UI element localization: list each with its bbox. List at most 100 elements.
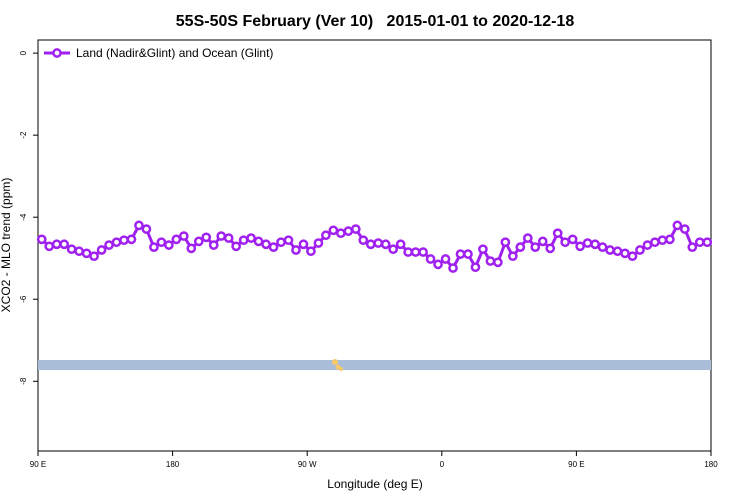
- x-tick-label: 90 W: [298, 460, 317, 469]
- x-tick-label: 180: [166, 460, 180, 469]
- data-point: [672, 220, 683, 231]
- data-point: [410, 247, 421, 257]
- data-point: [642, 240, 653, 250]
- data-point: [380, 239, 391, 250]
- data-point: [433, 259, 443, 270]
- x-tick-label: 90 E: [30, 460, 46, 469]
- data-point: [156, 237, 167, 248]
- data-point: [223, 233, 234, 243]
- data-point: [253, 236, 264, 247]
- data-point: [51, 239, 62, 250]
- y-tick-label: 0: [19, 50, 28, 55]
- data-point: [313, 238, 324, 248]
- data-point: [126, 234, 137, 245]
- data-point: [238, 235, 249, 246]
- data-point: [537, 236, 548, 247]
- data-point: [44, 241, 55, 252]
- data-point: [134, 220, 144, 231]
- data-point: [702, 237, 713, 248]
- legend-marker: [52, 48, 62, 58]
- data-point: [478, 244, 488, 255]
- data-point: [149, 242, 159, 252]
- data-point: [485, 256, 496, 266]
- x-axis-label: Longitude (deg E): [327, 477, 422, 491]
- data-point: [276, 237, 286, 248]
- data-point: [657, 235, 668, 246]
- data-point: [515, 242, 526, 252]
- data-point: [358, 235, 369, 246]
- x-tick-label: 0: [440, 460, 445, 469]
- data-point: [650, 237, 660, 248]
- data-point: [552, 228, 563, 239]
- data-point: [493, 257, 503, 268]
- data-point: [178, 231, 189, 241]
- data-point: [119, 235, 129, 246]
- data-point: [605, 245, 615, 255]
- data-point: [291, 245, 301, 255]
- data-point: [470, 262, 481, 273]
- data-point: [268, 242, 279, 252]
- data-point: [365, 239, 376, 250]
- data-point: [440, 254, 451, 264]
- land-dot: [332, 359, 338, 365]
- data-point: [193, 236, 204, 247]
- data-point: [321, 230, 331, 241]
- data-point: [36, 234, 47, 245]
- data-point: [395, 239, 406, 250]
- y-tick-label: -4: [19, 213, 28, 221]
- y-tick-label: -2: [19, 131, 28, 139]
- data-point: [208, 240, 219, 250]
- data-point: [567, 234, 578, 245]
- y-tick-label: -6: [19, 295, 28, 303]
- data-point: [216, 231, 227, 241]
- data-point: [418, 247, 428, 257]
- data-point: [545, 243, 556, 254]
- data-point: [679, 224, 690, 234]
- data-point: [74, 246, 84, 257]
- data-point: [261, 239, 271, 250]
- data-point: [665, 234, 675, 245]
- data-point: [336, 228, 346, 239]
- data-point: [388, 244, 399, 255]
- data-point: [96, 245, 107, 255]
- data-point: [694, 237, 705, 248]
- surface-band: [38, 360, 711, 370]
- data-point: [201, 232, 212, 243]
- data-point: [620, 248, 630, 259]
- data-point: [463, 249, 473, 259]
- data-point: [687, 242, 698, 252]
- data-point: [500, 237, 511, 248]
- data-point: [522, 233, 533, 243]
- data-point: [89, 251, 99, 262]
- data-point: [590, 239, 600, 250]
- data-point: [350, 224, 361, 234]
- data-point: [283, 235, 294, 246]
- data-point: [59, 239, 70, 250]
- land-dot: [339, 367, 343, 371]
- data-point: [575, 241, 585, 252]
- data-point: [612, 246, 623, 257]
- data-point: [627, 251, 638, 262]
- data-point: [507, 251, 518, 262]
- y-tick-label: -8: [19, 377, 28, 385]
- data-point: [530, 242, 541, 252]
- data-point: [635, 245, 645, 255]
- plot-frame: [37, 39, 712, 452]
- data-point: [455, 249, 466, 259]
- x-tick-label: 180: [704, 460, 718, 469]
- data-point: [425, 254, 436, 264]
- x-tick-label: 90 E: [568, 460, 584, 469]
- data-point: [141, 224, 152, 234]
- data-point: [343, 226, 354, 236]
- data-point: [186, 243, 197, 254]
- legend-label: Land (Nadir&Glint) and Ocean (Glint): [76, 46, 273, 60]
- data-point: [246, 233, 256, 243]
- data-point: [66, 244, 77, 255]
- y-axis-label: XCO2 - MLO trend (ppm): [0, 178, 13, 313]
- data-point: [111, 237, 122, 248]
- data-point: [597, 242, 608, 252]
- chart-title: 55S-50S February (Ver 10) 2015-01-01 to …: [176, 13, 575, 30]
- data-point: [373, 238, 384, 248]
- data-point: [328, 225, 339, 236]
